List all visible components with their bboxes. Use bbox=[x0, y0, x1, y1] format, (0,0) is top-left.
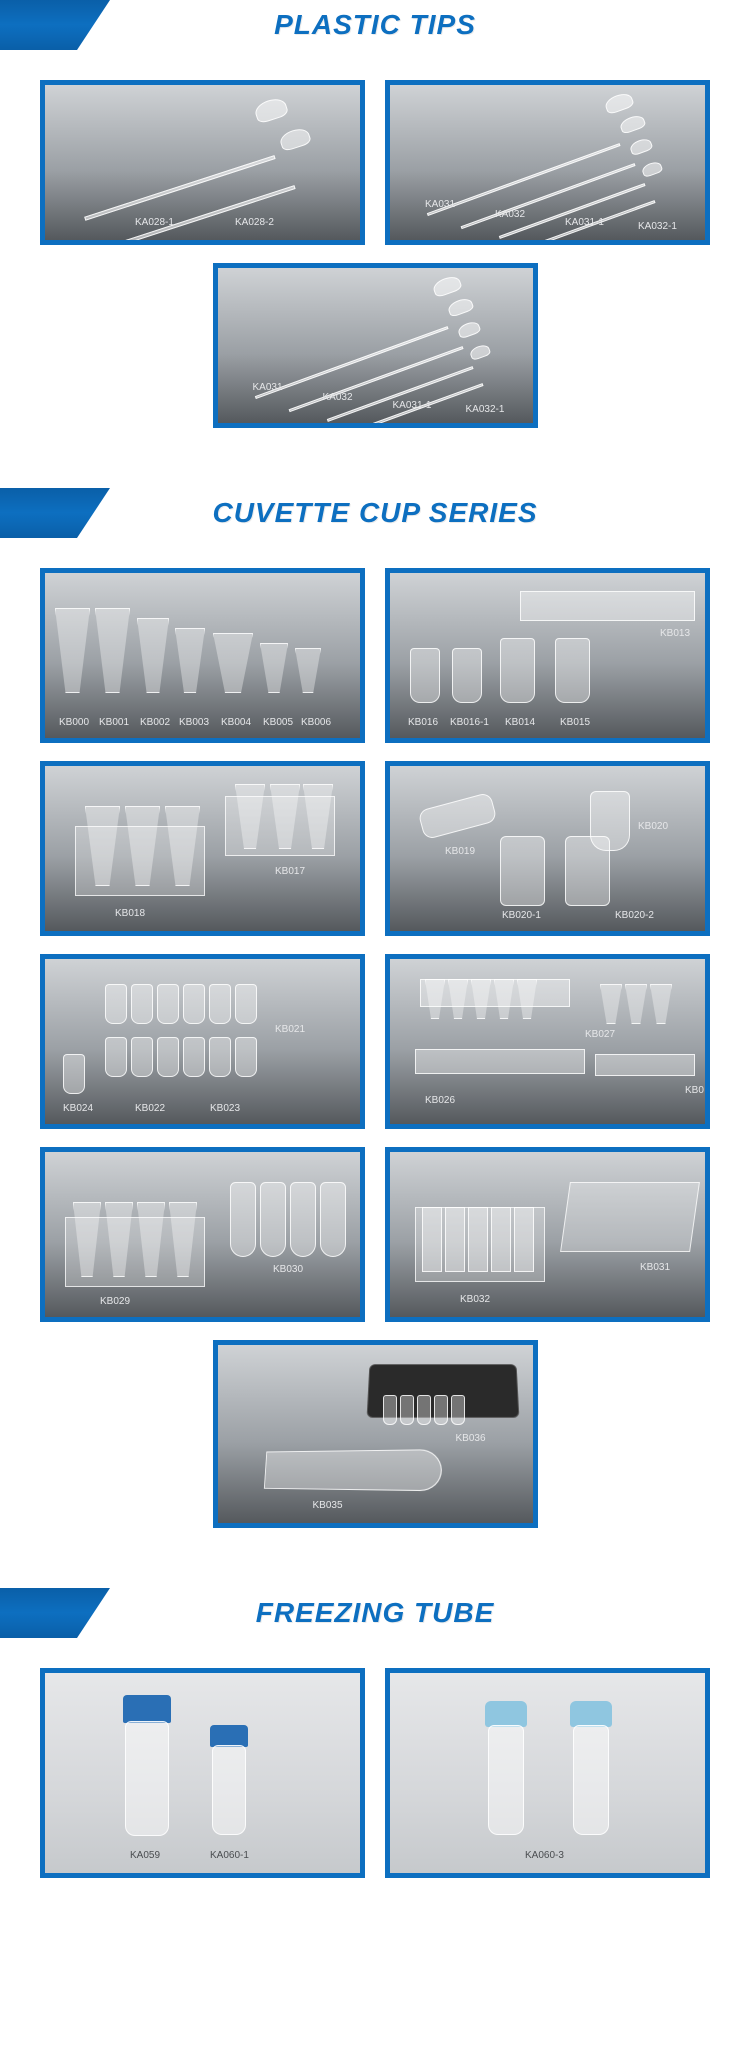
product-label: KB020-1 bbox=[502, 910, 541, 921]
product-label: KB014 bbox=[505, 717, 535, 728]
product-label: KA032 bbox=[495, 209, 525, 220]
banner-title: CUVETTE CUP SERIES bbox=[0, 488, 750, 538]
product-label: KB023 bbox=[210, 1103, 240, 1114]
product-label: KB031 bbox=[640, 1262, 670, 1273]
product-label: KB002 bbox=[140, 717, 170, 728]
product-card: KA028-1 KA028-2 bbox=[40, 80, 365, 245]
product-card: KA031 KA032 KA031-1 KA032-1 bbox=[385, 80, 710, 245]
product-card: KB000 KB001 KB002 KB003 KB004 KB005 KB00… bbox=[40, 568, 365, 743]
banner: FREEZING TUBE bbox=[0, 1588, 750, 1638]
product-label: KB017 bbox=[275, 866, 305, 877]
product-label: KB021 bbox=[275, 1024, 305, 1035]
product-label: KB016 bbox=[408, 717, 438, 728]
product-label: KB005 bbox=[263, 717, 293, 728]
product-label: KB027 bbox=[585, 1029, 615, 1040]
product-label: KA032 bbox=[323, 392, 353, 403]
product-label: KB015 bbox=[560, 717, 590, 728]
product-label: KA031-1 bbox=[565, 217, 604, 228]
product-label: KA032-1 bbox=[638, 221, 677, 232]
product-label: KB000 bbox=[59, 717, 89, 728]
section-plastic-tips: PLASTIC TIPS KA028-1 KA028-2 bbox=[0, 0, 750, 488]
banner-title: FREEZING TUBE bbox=[0, 1588, 750, 1638]
product-label: KB024 bbox=[63, 1103, 93, 1114]
product-label: KB018 bbox=[115, 908, 145, 919]
product-label: KB020 bbox=[638, 821, 668, 832]
product-label: KB029 bbox=[100, 1296, 130, 1307]
banner: PLASTIC TIPS bbox=[0, 0, 750, 50]
product-card: KA060-3 bbox=[385, 1668, 710, 1878]
product-label: KB019 bbox=[445, 846, 475, 857]
banner: CUVETTE CUP SERIES bbox=[0, 488, 750, 538]
product-label: KB035 bbox=[313, 1500, 343, 1511]
banner-title: PLASTIC TIPS bbox=[0, 0, 750, 50]
section-freezing-tube: FREEZING TUBE KA059 KA060-1 KA060-3 bbox=[0, 1588, 750, 1938]
product-label: KB036 bbox=[456, 1433, 486, 1444]
grid-freezing-tube: KA059 KA060-1 KA060-3 bbox=[0, 1668, 750, 1938]
product-card: KB016 KB016-1 KB014 KB015 KB013 bbox=[385, 568, 710, 743]
product-label: KB026 bbox=[425, 1095, 455, 1106]
product-label: KB013 bbox=[660, 628, 690, 639]
product-label: KA031 bbox=[425, 199, 455, 210]
product-label: KA028-2 bbox=[235, 217, 274, 228]
product-label: KB003 bbox=[179, 717, 209, 728]
grid-plastic-tips: KA028-1 KA028-2 KA031 KA032 KA031-1 KA03… bbox=[0, 80, 750, 488]
product-label: KB001 bbox=[99, 717, 129, 728]
product-card: KB018 KB017 bbox=[40, 761, 365, 936]
product-card: KB035 KB036 bbox=[213, 1340, 538, 1528]
product-label: KB016-1 bbox=[450, 717, 489, 728]
product-card: KA031 KA032 KA031-1 KA032-1 bbox=[213, 263, 538, 428]
product-label: KB004 bbox=[221, 717, 251, 728]
product-card: KA059 KA060-1 bbox=[40, 1668, 365, 1878]
product-card: KB032 KB031 bbox=[385, 1147, 710, 1322]
product-label: KA028-1 bbox=[135, 217, 174, 228]
product-label: KB032 bbox=[460, 1294, 490, 1305]
product-label: KA060-1 bbox=[210, 1850, 249, 1861]
product-label: KB020-2 bbox=[615, 910, 654, 921]
product-label: KB022 bbox=[135, 1103, 165, 1114]
product-card: KB029 KB030 bbox=[40, 1147, 365, 1322]
product-label: KB030 bbox=[273, 1264, 303, 1275]
product-label: KA060-3 bbox=[525, 1850, 564, 1861]
grid-cuvette: KB000 KB001 KB002 KB003 KB004 KB005 KB00… bbox=[0, 568, 750, 1588]
product-label: KB006 bbox=[301, 717, 331, 728]
product-label: KA059 bbox=[130, 1850, 160, 1861]
product-card: KB024 KB022 KB023 KB021 bbox=[40, 954, 365, 1129]
section-cuvette: CUVETTE CUP SERIES KB000 KB001 KB002 KB0… bbox=[0, 488, 750, 1588]
product-label: KA031 bbox=[253, 382, 283, 393]
product-label: KA032-1 bbox=[466, 404, 505, 415]
product-label: KA031-1 bbox=[393, 400, 432, 411]
product-label: KB0 bbox=[685, 1085, 704, 1096]
product-card: KB019 KB020 KB020-1 KB020-2 bbox=[385, 761, 710, 936]
product-card: KB026 KB027 KB0 bbox=[385, 954, 710, 1129]
